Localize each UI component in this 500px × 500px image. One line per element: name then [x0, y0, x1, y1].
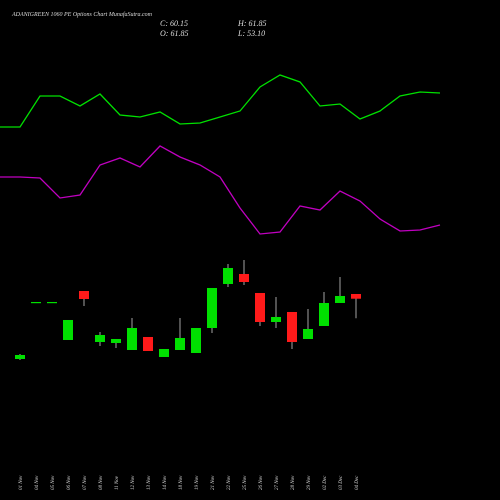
x-tick-label: 03 Dec: [339, 475, 344, 490]
x-tick-label: 12 Nov: [131, 475, 136, 490]
x-tick-label: 21 Nov: [211, 475, 216, 490]
candle-body: [95, 334, 105, 342]
candle-body: [351, 293, 361, 299]
candle-body: [47, 301, 57, 304]
x-tick-label: 02 Dec: [323, 475, 328, 490]
x-tick-label: 04 Nov: [35, 475, 40, 490]
chart-title: ADANIGREEN 1060 PE Options Chart MunafaS…: [11, 11, 153, 18]
x-tick-label: 08 Nov: [99, 475, 104, 490]
candle-body: [79, 290, 89, 299]
candle-body: [111, 338, 121, 343]
x-tick-label: 07 Nov: [83, 475, 88, 490]
low-stat: L: 53.10: [237, 29, 265, 38]
x-tick-label: 28 Nov: [291, 475, 296, 490]
candle-body: [287, 311, 297, 342]
indicator-line: [0, 74, 441, 128]
close-stat: C: 60.15: [160, 19, 188, 28]
candle-body: [255, 292, 265, 322]
candle-body: [335, 295, 345, 303]
candle-body: [159, 348, 169, 357]
candle-body: [191, 327, 201, 353]
candle-body: [175, 337, 185, 350]
x-tick-label: 14 Nov: [163, 475, 168, 490]
x-tick-label: 26 Nov: [259, 475, 264, 490]
x-tick-label: 29 Nov: [307, 475, 312, 490]
candle-body: [143, 336, 153, 351]
candle-body: [223, 267, 233, 284]
high-stat: H: 61.85: [237, 19, 266, 28]
candle-body: [127, 327, 137, 350]
x-tick-label: 06 Nov: [67, 475, 72, 490]
open-stat: O: 61.85: [160, 29, 188, 38]
x-tick-label: 05 Nov: [51, 475, 56, 490]
x-tick-label: 19 Nov: [195, 475, 200, 490]
x-tick-label: 25 Nov: [243, 475, 248, 490]
x-tick-label: 01 Nov: [19, 475, 24, 490]
candle-body: [239, 273, 249, 282]
x-tick-label: 11 Nov: [115, 475, 120, 490]
candle-body: [271, 316, 281, 322]
candle-body: [319, 302, 329, 326]
candle-body: [31, 301, 41, 304]
x-tick-label: 18 Nov: [179, 475, 184, 490]
candle-body: [63, 319, 73, 340]
candle-body: [15, 354, 25, 359]
candle-body: [207, 287, 217, 328]
x-tick-label: 22 Nov: [227, 475, 232, 490]
x-tick-label: 13 Nov: [147, 475, 152, 490]
x-tick-label: 27 Nov: [275, 475, 280, 490]
indicator-line: [0, 145, 441, 235]
candle-body: [303, 328, 313, 339]
x-tick-label: 04 Dec: [355, 475, 360, 490]
